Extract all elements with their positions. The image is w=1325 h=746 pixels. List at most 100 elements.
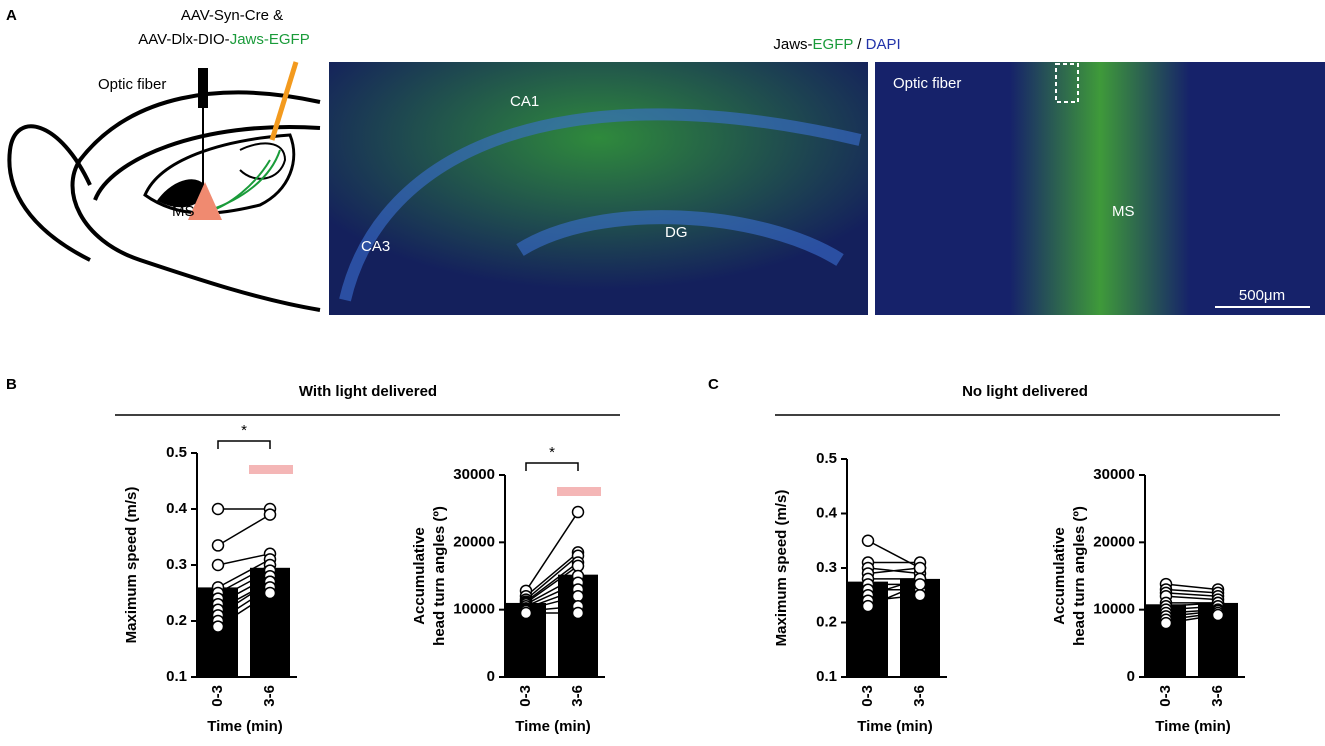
point <box>263 586 277 600</box>
y-axis-label: Maximum speed (m/s) <box>123 487 140 644</box>
point <box>211 620 225 633</box>
x-tick-label: 3-6 <box>911 685 928 707</box>
pair-line <box>525 565 579 604</box>
injector <box>269 61 299 141</box>
sig-bracket <box>525 462 579 471</box>
fiber <box>198 68 208 108</box>
x-tick-label: 3-6 <box>1209 685 1226 707</box>
point <box>861 599 875 613</box>
x-tick-label: 3-6 <box>261 685 278 707</box>
y-tick-label: 0.3 <box>816 559 837 576</box>
point <box>211 502 225 516</box>
pair-line <box>1165 595 1219 601</box>
text-part: EGFP <box>813 36 854 53</box>
x-axis-label: Time (min) <box>1155 718 1231 735</box>
point <box>571 505 585 519</box>
point <box>519 606 533 620</box>
pair-line <box>867 594 921 602</box>
y-tick-label: 0.2 <box>166 612 187 629</box>
cell-layer <box>516 210 844 266</box>
y-tick-label: 0.4 <box>816 504 838 521</box>
x-tick-label: 0-3 <box>1157 685 1174 707</box>
x-tick-label: 0-3 <box>209 685 226 707</box>
pair-line <box>1165 602 1219 608</box>
y-tick-label: 0.5 <box>816 450 837 467</box>
y-tick-label: 10000 <box>453 601 495 618</box>
pair-line <box>217 569 271 600</box>
y-tick-label: 0.2 <box>816 613 837 630</box>
pair-line <box>867 578 921 596</box>
panel-label: A <box>6 7 17 24</box>
y-tick-label: 0.1 <box>166 668 187 685</box>
point <box>861 534 875 547</box>
pair-line <box>525 511 579 592</box>
pair-line <box>217 592 271 628</box>
point <box>913 561 927 575</box>
pair-line <box>217 586 271 622</box>
point <box>1211 608 1225 622</box>
pair-line <box>525 575 579 605</box>
x-tick-label: 0-3 <box>859 685 876 707</box>
sig-bracket <box>217 440 271 449</box>
pair-line <box>1165 612 1219 621</box>
point <box>263 508 277 521</box>
pair-line <box>1165 608 1219 614</box>
y-tick-label: 30000 <box>1093 466 1135 483</box>
x-axis-label: Time (min) <box>515 718 591 735</box>
text-part: Jaws-EGFP <box>230 31 310 48</box>
pair-line <box>217 553 271 566</box>
point <box>913 578 927 591</box>
schematic-label: MS <box>172 203 195 220</box>
y-tick-label: 20000 <box>453 533 495 550</box>
pair-line <box>525 588 579 610</box>
pair-line <box>1165 583 1219 591</box>
y-tick-label: 0.1 <box>816 668 837 685</box>
y-tick-label: 0.3 <box>166 556 187 573</box>
x-tick-label: 3-6 <box>569 685 586 707</box>
point <box>1159 616 1173 630</box>
schematic-label: AAV-Syn-Cre & <box>181 7 283 24</box>
y-axis-label: Accumulative <box>1051 527 1068 625</box>
pair-line <box>217 575 271 605</box>
pair-line <box>217 581 271 617</box>
sig-label: * <box>241 422 247 439</box>
scale-label: 500μm <box>1239 287 1285 304</box>
x-tick-label: 0-3 <box>517 685 534 707</box>
y-tick-label: 0 <box>487 668 495 685</box>
pair-line <box>525 555 579 601</box>
pair-line <box>867 567 921 575</box>
pair-line <box>525 551 579 597</box>
text-part: Jaws- <box>773 36 812 53</box>
pair-line <box>1165 614 1219 624</box>
pair-line <box>217 564 271 594</box>
text-part: / <box>853 36 866 53</box>
text-part: AAV-Dlx-DIO- <box>138 31 229 48</box>
panel-label: B <box>6 376 17 393</box>
ms-region <box>188 182 222 220</box>
schematic-label: AAV-Dlx-DIO-Jaws-EGFP <box>138 31 309 48</box>
point <box>211 558 225 572</box>
fiber-outline <box>1055 63 1079 103</box>
pair-line <box>525 595 579 611</box>
y-tick-label: 10000 <box>1093 601 1135 618</box>
point <box>913 589 927 602</box>
sig-label: * <box>549 444 555 461</box>
pair-line <box>525 605 579 612</box>
pair-line <box>1165 588 1219 594</box>
y-axis-label: head turn angles (º) <box>431 506 448 646</box>
pair-line <box>1165 592 1219 597</box>
image-label: DG <box>665 224 688 241</box>
image-label: CA1 <box>510 93 539 110</box>
pair-line <box>867 540 921 569</box>
section-title: With light delivered <box>299 383 437 400</box>
image-label: MS <box>1112 203 1135 220</box>
x-axis-label: Time (min) <box>207 718 283 735</box>
pair-line <box>217 513 271 547</box>
y-axis-label: Accumulative <box>411 527 428 625</box>
light-period <box>249 465 293 474</box>
panel-label: C <box>708 376 719 393</box>
y-tick-label: 0 <box>1127 668 1135 685</box>
y-tick-label: 30000 <box>453 466 495 483</box>
y-axis-label: head turn angles (º) <box>1071 506 1088 646</box>
